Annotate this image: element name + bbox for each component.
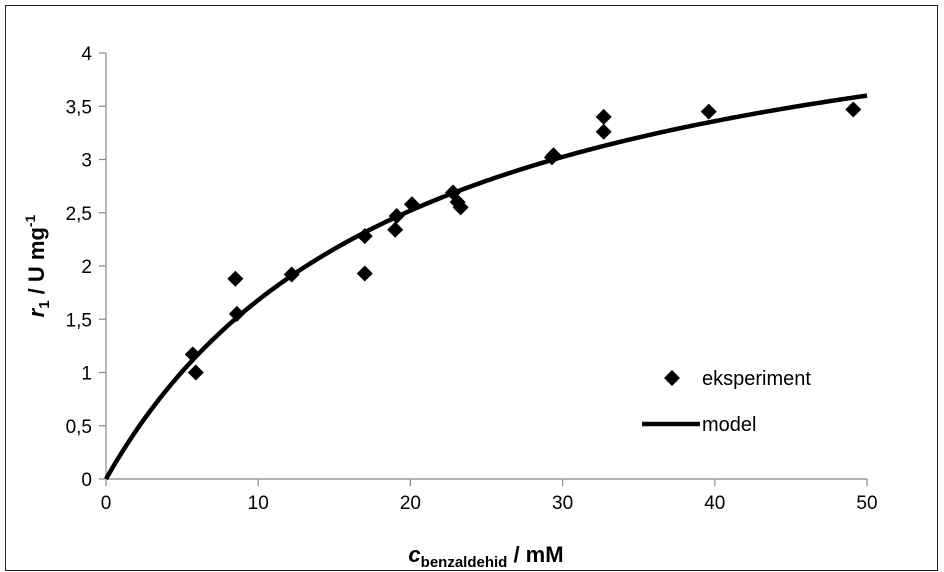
- y-tick-label: 3: [81, 151, 92, 172]
- legend: eksperiment model: [642, 368, 811, 436]
- data-point: [545, 147, 562, 164]
- chart-frame: [5, 5, 938, 571]
- data-point: [187, 364, 204, 381]
- axes: 00,511,522,533,540 10 20 30 40 50: [66, 44, 878, 514]
- y-axis-title: r1 / U mg-1: [22, 214, 53, 317]
- y-tick-label: 4: [81, 44, 92, 65]
- legend-marker-eksperiment: [664, 370, 680, 386]
- y-tick-label: 1,5: [66, 310, 92, 331]
- experiment-points-layer: [184, 101, 862, 381]
- x-tick-label: 30: [552, 493, 573, 514]
- data-point: [595, 108, 612, 125]
- data-point: [227, 270, 244, 287]
- data-point: [595, 123, 612, 140]
- data-point: [700, 103, 717, 120]
- data-point: [356, 228, 373, 245]
- data-point: [452, 199, 469, 216]
- data-point: [845, 101, 862, 118]
- model-curve: [104, 93, 868, 481]
- legend-label-model: model: [702, 414, 756, 436]
- model-curve-layer: [104, 93, 868, 481]
- x-tick-label: 50: [856, 493, 877, 514]
- x-axis-title: cbenzaldehid / mM: [408, 542, 563, 571]
- y-tick-label: 1: [81, 364, 92, 385]
- x-tick-label: 0: [101, 493, 112, 514]
- data-point: [283, 266, 300, 283]
- y-tick-label: 2,5: [66, 204, 92, 225]
- y-tick-label: 3,5: [66, 97, 92, 118]
- data-point: [228, 305, 245, 322]
- x-tick-label: 10: [248, 493, 269, 514]
- data-point: [388, 207, 405, 224]
- x-tick-label: 20: [400, 493, 421, 514]
- data-point: [387, 221, 404, 238]
- data-point: [356, 265, 373, 282]
- x-tick-label: 40: [704, 493, 725, 514]
- y-tick-label: 2: [81, 257, 92, 278]
- y-tick-label: 0,5: [66, 417, 92, 438]
- legend-label-eksperiment: eksperiment: [702, 368, 811, 390]
- data-point: [184, 346, 201, 363]
- y-tick-label: 0: [81, 470, 92, 491]
- axis-titles: cbenzaldehid / mM r1 / U mg-1: [22, 214, 564, 571]
- data-point: [403, 196, 420, 213]
